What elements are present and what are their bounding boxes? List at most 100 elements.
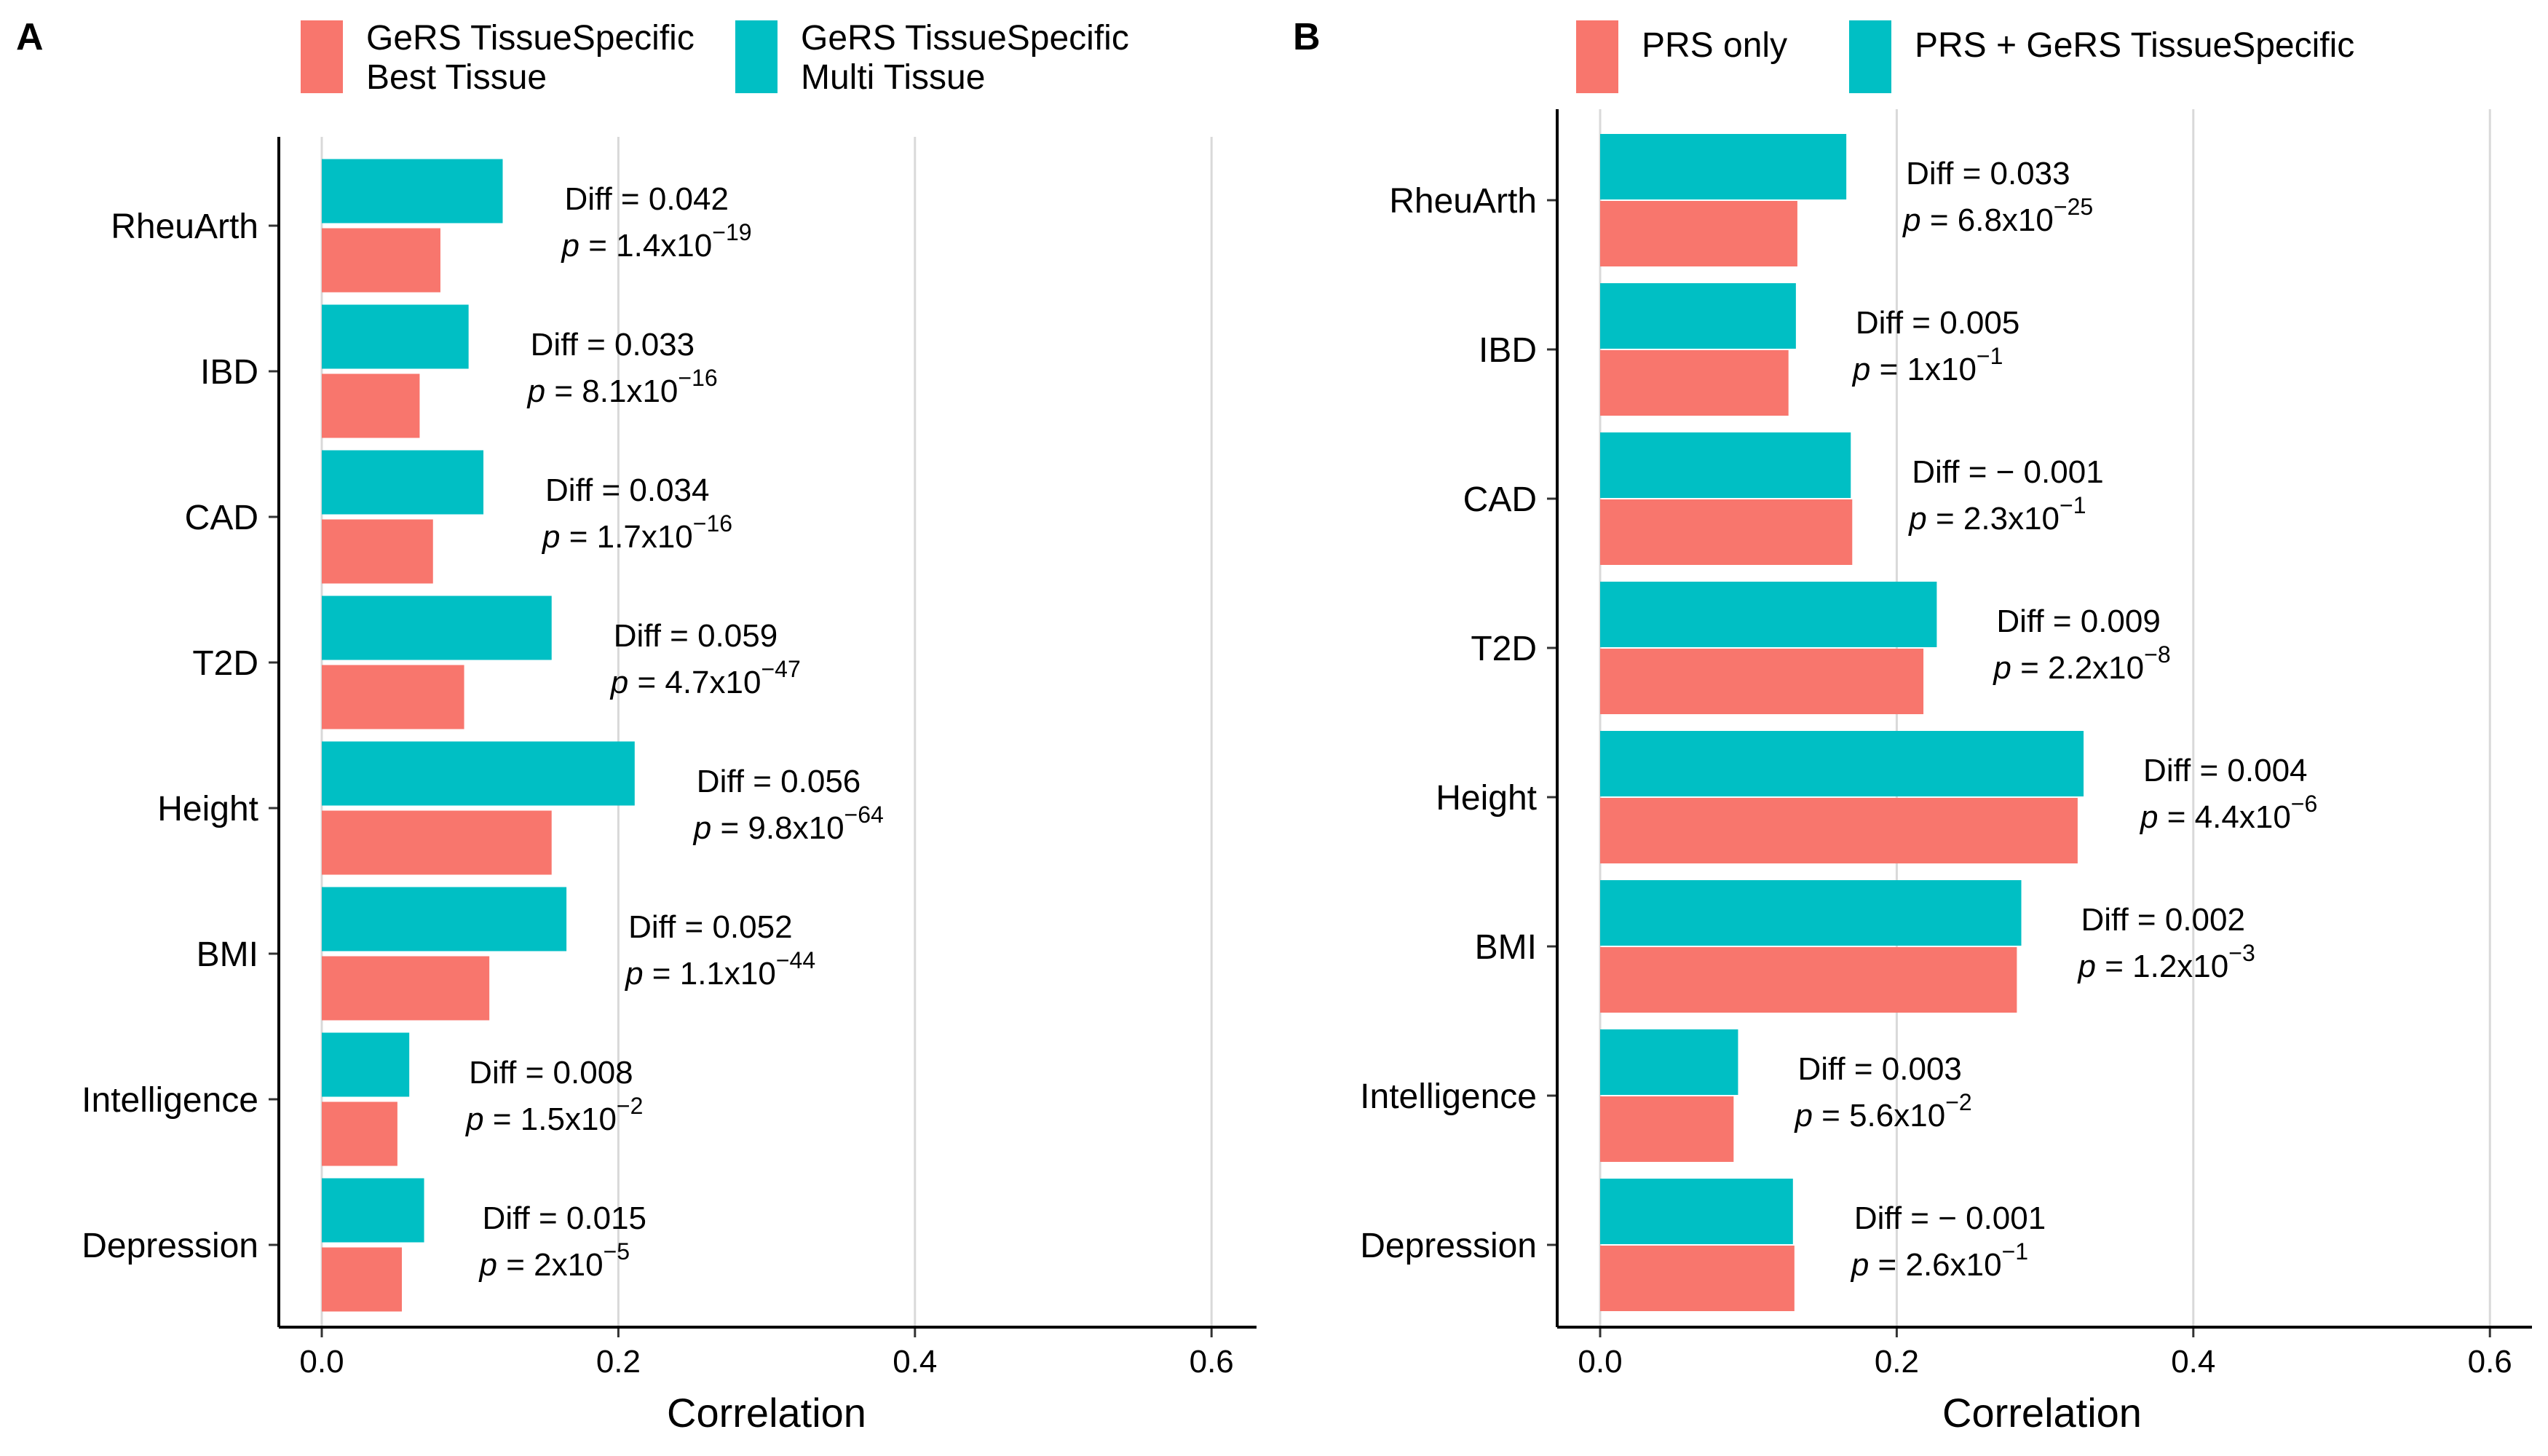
category-label: BMI	[1475, 928, 1537, 967]
category-label: Intelligence	[1360, 1077, 1537, 1116]
bar-series-1	[322, 1247, 402, 1312]
bar-series-1	[1600, 201, 1797, 266]
diff-annotation: Diff = 0.002	[2081, 902, 2245, 938]
p-value-annotation: p = 5.6x10−2	[1793, 1089, 1971, 1133]
bar-series-2	[1600, 432, 1851, 498]
bar-series-2	[322, 596, 552, 660]
p-value-annotation: p = 1x10−1	[1851, 343, 2003, 387]
bar-series-2	[322, 1178, 424, 1243]
legend-entry: GeRS TissueSpecific Best Tissue	[366, 19, 695, 97]
diff-annotation: Diff = 0.033	[1906, 156, 2070, 191]
p-value-annotation: p = 8.1x10−16	[526, 365, 718, 409]
x-tick-label: 0.6	[2468, 1344, 2512, 1380]
category-label: RheuArth	[111, 207, 258, 246]
bar-series-1	[1600, 947, 2017, 1013]
legend-swatch	[1576, 20, 1618, 93]
bar-series-1	[1600, 649, 1924, 714]
legend-swatch	[301, 20, 343, 93]
p-value-annotation: p = 1.2x10−3	[2077, 940, 2255, 984]
bar-series-1	[322, 665, 464, 729]
x-tick-label: 0.0	[1578, 1344, 1622, 1380]
category-label: CAD	[1463, 480, 1537, 519]
category-label: BMI	[197, 935, 258, 974]
p-value-annotation: p = 1.7x10−16	[541, 510, 732, 555]
p-value-annotation: p = 2.6x10−1	[1850, 1238, 2028, 1283]
bar-series-1	[322, 810, 552, 875]
x-tick-label: 0.6	[1190, 1344, 1234, 1380]
panel-label: B	[1293, 16, 1321, 58]
x-tick-label: 0.2	[596, 1344, 641, 1380]
category-label: Height	[1436, 779, 1537, 818]
bar-series-2	[322, 159, 503, 223]
diff-annotation: Diff = 0.033	[531, 327, 695, 363]
chart-panel-b: B PRS only PRS + GeRS TissueSpecific 0.0 0.2…	[1293, 16, 2532, 1436]
bar-series-2	[1600, 582, 1937, 647]
bar-series-2	[1600, 1029, 1738, 1095]
bar-series-2	[1600, 134, 1847, 199]
diff-annotation: Diff = 0.034	[545, 472, 709, 508]
diff-annotation: Diff = 0.009	[1996, 604, 2160, 639]
bar-series-1	[322, 373, 420, 438]
diff-annotation: Diff = 0.052	[628, 909, 792, 945]
category-label: CAD	[185, 499, 258, 537]
bar-series-2	[1600, 731, 2084, 796]
p-value-annotation: p = 1.5x10−2	[464, 1093, 643, 1137]
bar-series-1	[322, 228, 440, 293]
bar-series-1	[322, 519, 433, 584]
bar-series-2	[322, 887, 567, 951]
legend-entry: GeRS TissueSpecific Multi Tissue	[801, 19, 1129, 97]
bar-series-2	[322, 1032, 410, 1097]
diff-annotation: Diff = 0.005	[1856, 305, 2019, 341]
category-label: Intelligence	[82, 1081, 258, 1120]
category-label: IBD	[200, 353, 258, 392]
diff-annotation: Diff = 0.059	[614, 618, 778, 654]
legend-swatch	[1849, 20, 1891, 93]
diff-annotation: Diff = 0.015	[483, 1200, 646, 1236]
diff-annotation: Diff = 0.003	[1797, 1051, 1961, 1087]
p-value-annotation: p = 2.3x10−1	[1907, 492, 2086, 537]
diff-annotation: Diff = 0.042	[565, 181, 729, 217]
x-tick-label: 0.2	[1875, 1344, 1919, 1380]
diff-annotation: Diff = − 0.001	[1854, 1200, 2046, 1236]
bar-series-2	[1600, 880, 2022, 946]
x-tick-label: 0.0	[299, 1344, 344, 1380]
x-tick-label: 0.4	[2171, 1344, 2215, 1380]
category-label: T2D	[192, 644, 258, 683]
bar-series-1	[1600, 350, 1789, 416]
p-value-annotation: p = 2.2x10−8	[1992, 641, 2170, 686]
p-value-annotation: p = 2x10−5	[478, 1238, 630, 1283]
category-label: T2D	[1471, 630, 1537, 668]
x-tick-label: 0.4	[893, 1344, 937, 1380]
category-label: RheuArth	[1389, 182, 1537, 221]
legend-swatch	[735, 20, 778, 93]
bar-series-1	[322, 956, 490, 1021]
diff-annotation: Diff = − 0.001	[1912, 454, 2103, 490]
legend-entry: PRS + GeRS TissueSpecific	[1915, 26, 2354, 65]
diff-annotation: Diff = 0.008	[469, 1055, 633, 1091]
bar-series-2	[322, 450, 484, 515]
bar-series-1	[1600, 499, 1853, 565]
bar-series-1	[1600, 1096, 1734, 1162]
bar-series-2	[322, 741, 635, 806]
category-label: IBD	[1479, 331, 1537, 370]
legend-entry: PRS only	[1642, 26, 1787, 65]
x-axis-title: Correlation	[667, 1390, 866, 1436]
category-label: Height	[157, 790, 258, 828]
bar-series-2	[1600, 1179, 1793, 1244]
category-label: Depression	[82, 1227, 258, 1265]
x-axis-title: Correlation	[1942, 1390, 2142, 1436]
p-value-annotation: p = 4.4x10−6	[2139, 791, 2317, 835]
p-value-annotation: p = 1.1x10−44	[624, 947, 815, 992]
diff-annotation: Diff = 0.056	[697, 764, 860, 799]
bar-series-1	[322, 1101, 397, 1166]
panel-label: A	[16, 16, 44, 58]
bar-series-1	[1600, 1246, 1795, 1311]
chart-panel-a: A GeRS TissueSpecific Best Tissue GeRS Tiss…	[16, 16, 1257, 1436]
bar-series-2	[1600, 283, 1796, 349]
p-value-annotation: p = 4.7x10−47	[609, 656, 801, 700]
p-value-annotation: p = 9.8x10−64	[692, 802, 884, 846]
bar-series-2	[322, 304, 469, 369]
p-value-annotation: p = 1.4x10−19	[561, 219, 752, 264]
diff-annotation: Diff = 0.004	[2143, 753, 2307, 788]
